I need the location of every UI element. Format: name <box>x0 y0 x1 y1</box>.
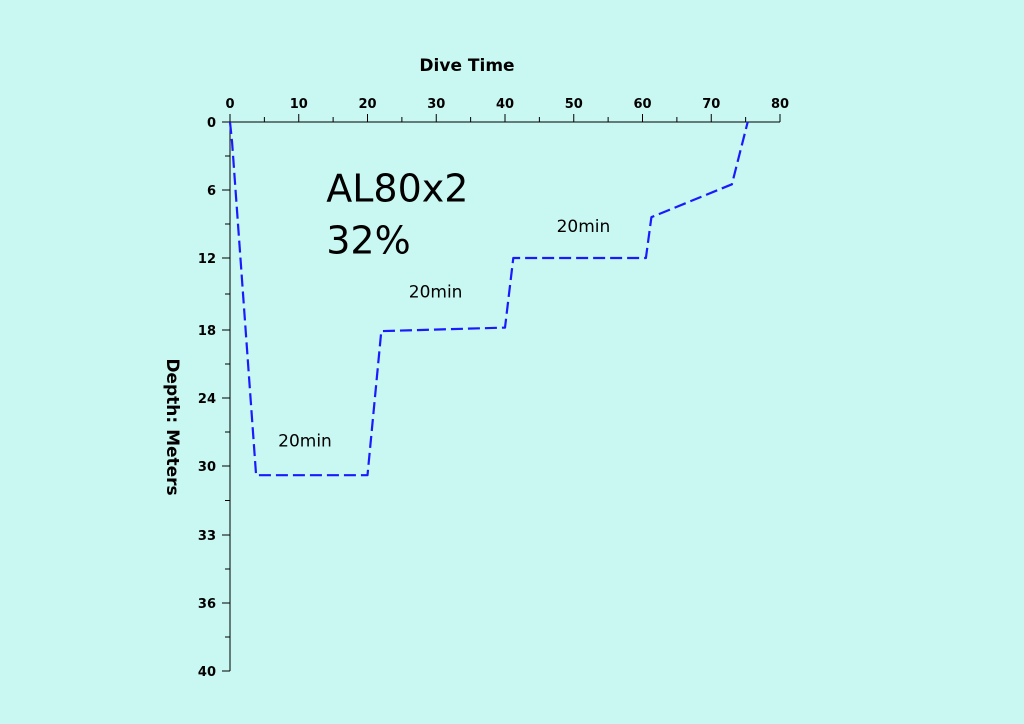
y-tick-label: 12 <box>198 252 216 267</box>
stop-duration-label: 20min <box>557 217 611 237</box>
y-tick-label: 30 <box>198 460 216 475</box>
series-group <box>228 121 749 477</box>
x-axis-title: Dive Time <box>419 56 514 76</box>
x-tick-label: 40 <box>496 97 514 112</box>
stop-duration-label: 20min <box>409 283 463 303</box>
x-tick-label: 30 <box>427 97 445 112</box>
y-axis-title: Depth: Meters <box>162 358 182 495</box>
y-tick-label: 33 <box>198 529 216 544</box>
x-tick-label: 60 <box>633 97 651 112</box>
stop-duration-label: 20min <box>278 432 332 452</box>
x-tick-label: 80 <box>771 97 789 112</box>
y-tick-label: 0 <box>207 116 216 131</box>
x-tick-label: 70 <box>702 97 720 112</box>
y-tick-label: 6 <box>207 184 216 199</box>
x-tick-label: 20 <box>358 97 376 112</box>
y-tick-label: 18 <box>198 324 216 339</box>
y-tick-label: 40 <box>198 665 216 680</box>
x-tick-label: 0 <box>225 97 234 112</box>
gas-label: AL80x2 <box>326 166 468 210</box>
axes: 0 10 20 30 40 50 60 70 80 0 6 12 18 24 30 33 36 40 <box>198 97 789 680</box>
x-tick-label: 50 <box>565 97 583 112</box>
y-tick-label: 36 <box>198 597 216 612</box>
y-tick-label: 24 <box>198 392 216 407</box>
dive-profile-line <box>228 121 749 477</box>
x-tick-label: 10 <box>290 97 308 112</box>
gas-label: 32% <box>326 218 410 262</box>
annotations-group: AL80x2 32% 20min 20min 20min <box>278 166 610 451</box>
